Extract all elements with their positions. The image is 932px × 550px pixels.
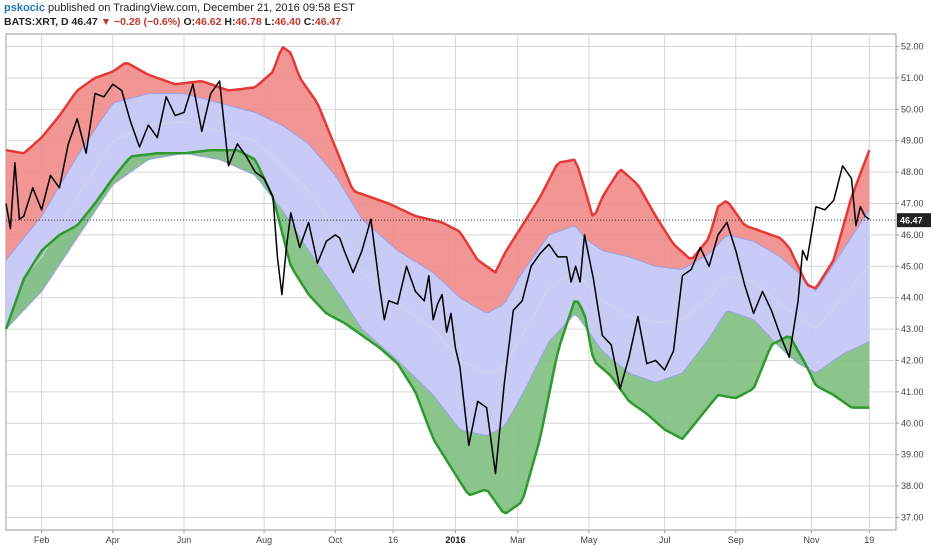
y-tick-label: 44.00 — [901, 293, 924, 303]
price-change: −0.28 (−0.6%) — [114, 16, 181, 28]
open-value: 46.62 — [195, 16, 222, 28]
y-tick-label: 49.00 — [901, 136, 924, 146]
x-tick-label: Oct — [328, 535, 343, 545]
y-tick-label: 39.00 — [901, 450, 924, 460]
high-label: H: — [224, 16, 236, 28]
x-tick-label: 2016 — [445, 535, 465, 545]
x-tick-label: Mar — [510, 535, 526, 545]
y-tick-label: 41.00 — [901, 387, 924, 397]
author-name[interactable]: pskocic — [4, 2, 45, 14]
symbol-name: BATS:XRT, D — [4, 16, 69, 28]
lower-band — [6, 150, 870, 514]
price-line — [5, 80, 870, 475]
y-tick-label: 42.00 — [901, 355, 924, 365]
y-tick-label: 46.00 — [901, 230, 924, 240]
mid-upper-line — [5, 93, 870, 314]
y-tick-label: 40.00 — [901, 418, 924, 428]
x-tick-label: Jun — [177, 535, 192, 545]
y-tick-label: 48.00 — [901, 167, 924, 177]
x-tick-label: Sep — [728, 535, 744, 545]
y-tick-label: 52.00 — [901, 42, 924, 52]
y-tick-label: 50.00 — [901, 104, 924, 114]
last-price: 46.47 — [71, 16, 98, 28]
mid-line — [5, 121, 870, 374]
x-tick-label: Nov — [803, 535, 820, 545]
y-tick-label: 45.00 — [901, 261, 924, 271]
publish-text: published on TradingView.com, December 2… — [48, 2, 355, 14]
publish-info: pskocic published on TradingView.com, De… — [4, 2, 355, 14]
x-tick-label: 16 — [388, 535, 398, 545]
x-tick-label: Jul — [659, 535, 671, 545]
middle-band — [6, 93, 870, 436]
open-label: O: — [183, 16, 196, 28]
y-tick-label: 43.00 — [901, 324, 924, 334]
y-tick-label: 47.00 — [901, 199, 924, 209]
x-tick-label: 19 — [864, 535, 874, 545]
y-tick-label: 37.00 — [901, 512, 924, 522]
low-value: 46.40 — [274, 16, 301, 28]
last-price-label: 46.47 — [900, 216, 923, 226]
upper-band — [6, 47, 870, 313]
y-tick-label: 38.00 — [901, 481, 924, 491]
mid-lower-line — [5, 153, 870, 436]
close-label: C: — [303, 16, 315, 28]
lower-band-line — [4, 148, 870, 515]
symbol-legend: BATS:XRT, D 46.47 ▼ −0.28 (−0.6%) O:46.6… — [4, 16, 341, 28]
low-label: L: — [264, 16, 275, 28]
x-tick-label: Aug — [256, 535, 272, 545]
x-tick-label: Feb — [34, 535, 50, 545]
x-tick-label: Apr — [106, 535, 120, 545]
down-triangle-icon: ▼ — [100, 16, 112, 28]
upper-band-line — [5, 46, 871, 290]
y-tick-label: 51.00 — [901, 73, 924, 83]
last-price-badge — [897, 213, 931, 228]
close-value: 46.47 — [314, 16, 342, 28]
high-value: 46.78 — [235, 16, 262, 28]
x-tick-label: May — [580, 535, 598, 545]
